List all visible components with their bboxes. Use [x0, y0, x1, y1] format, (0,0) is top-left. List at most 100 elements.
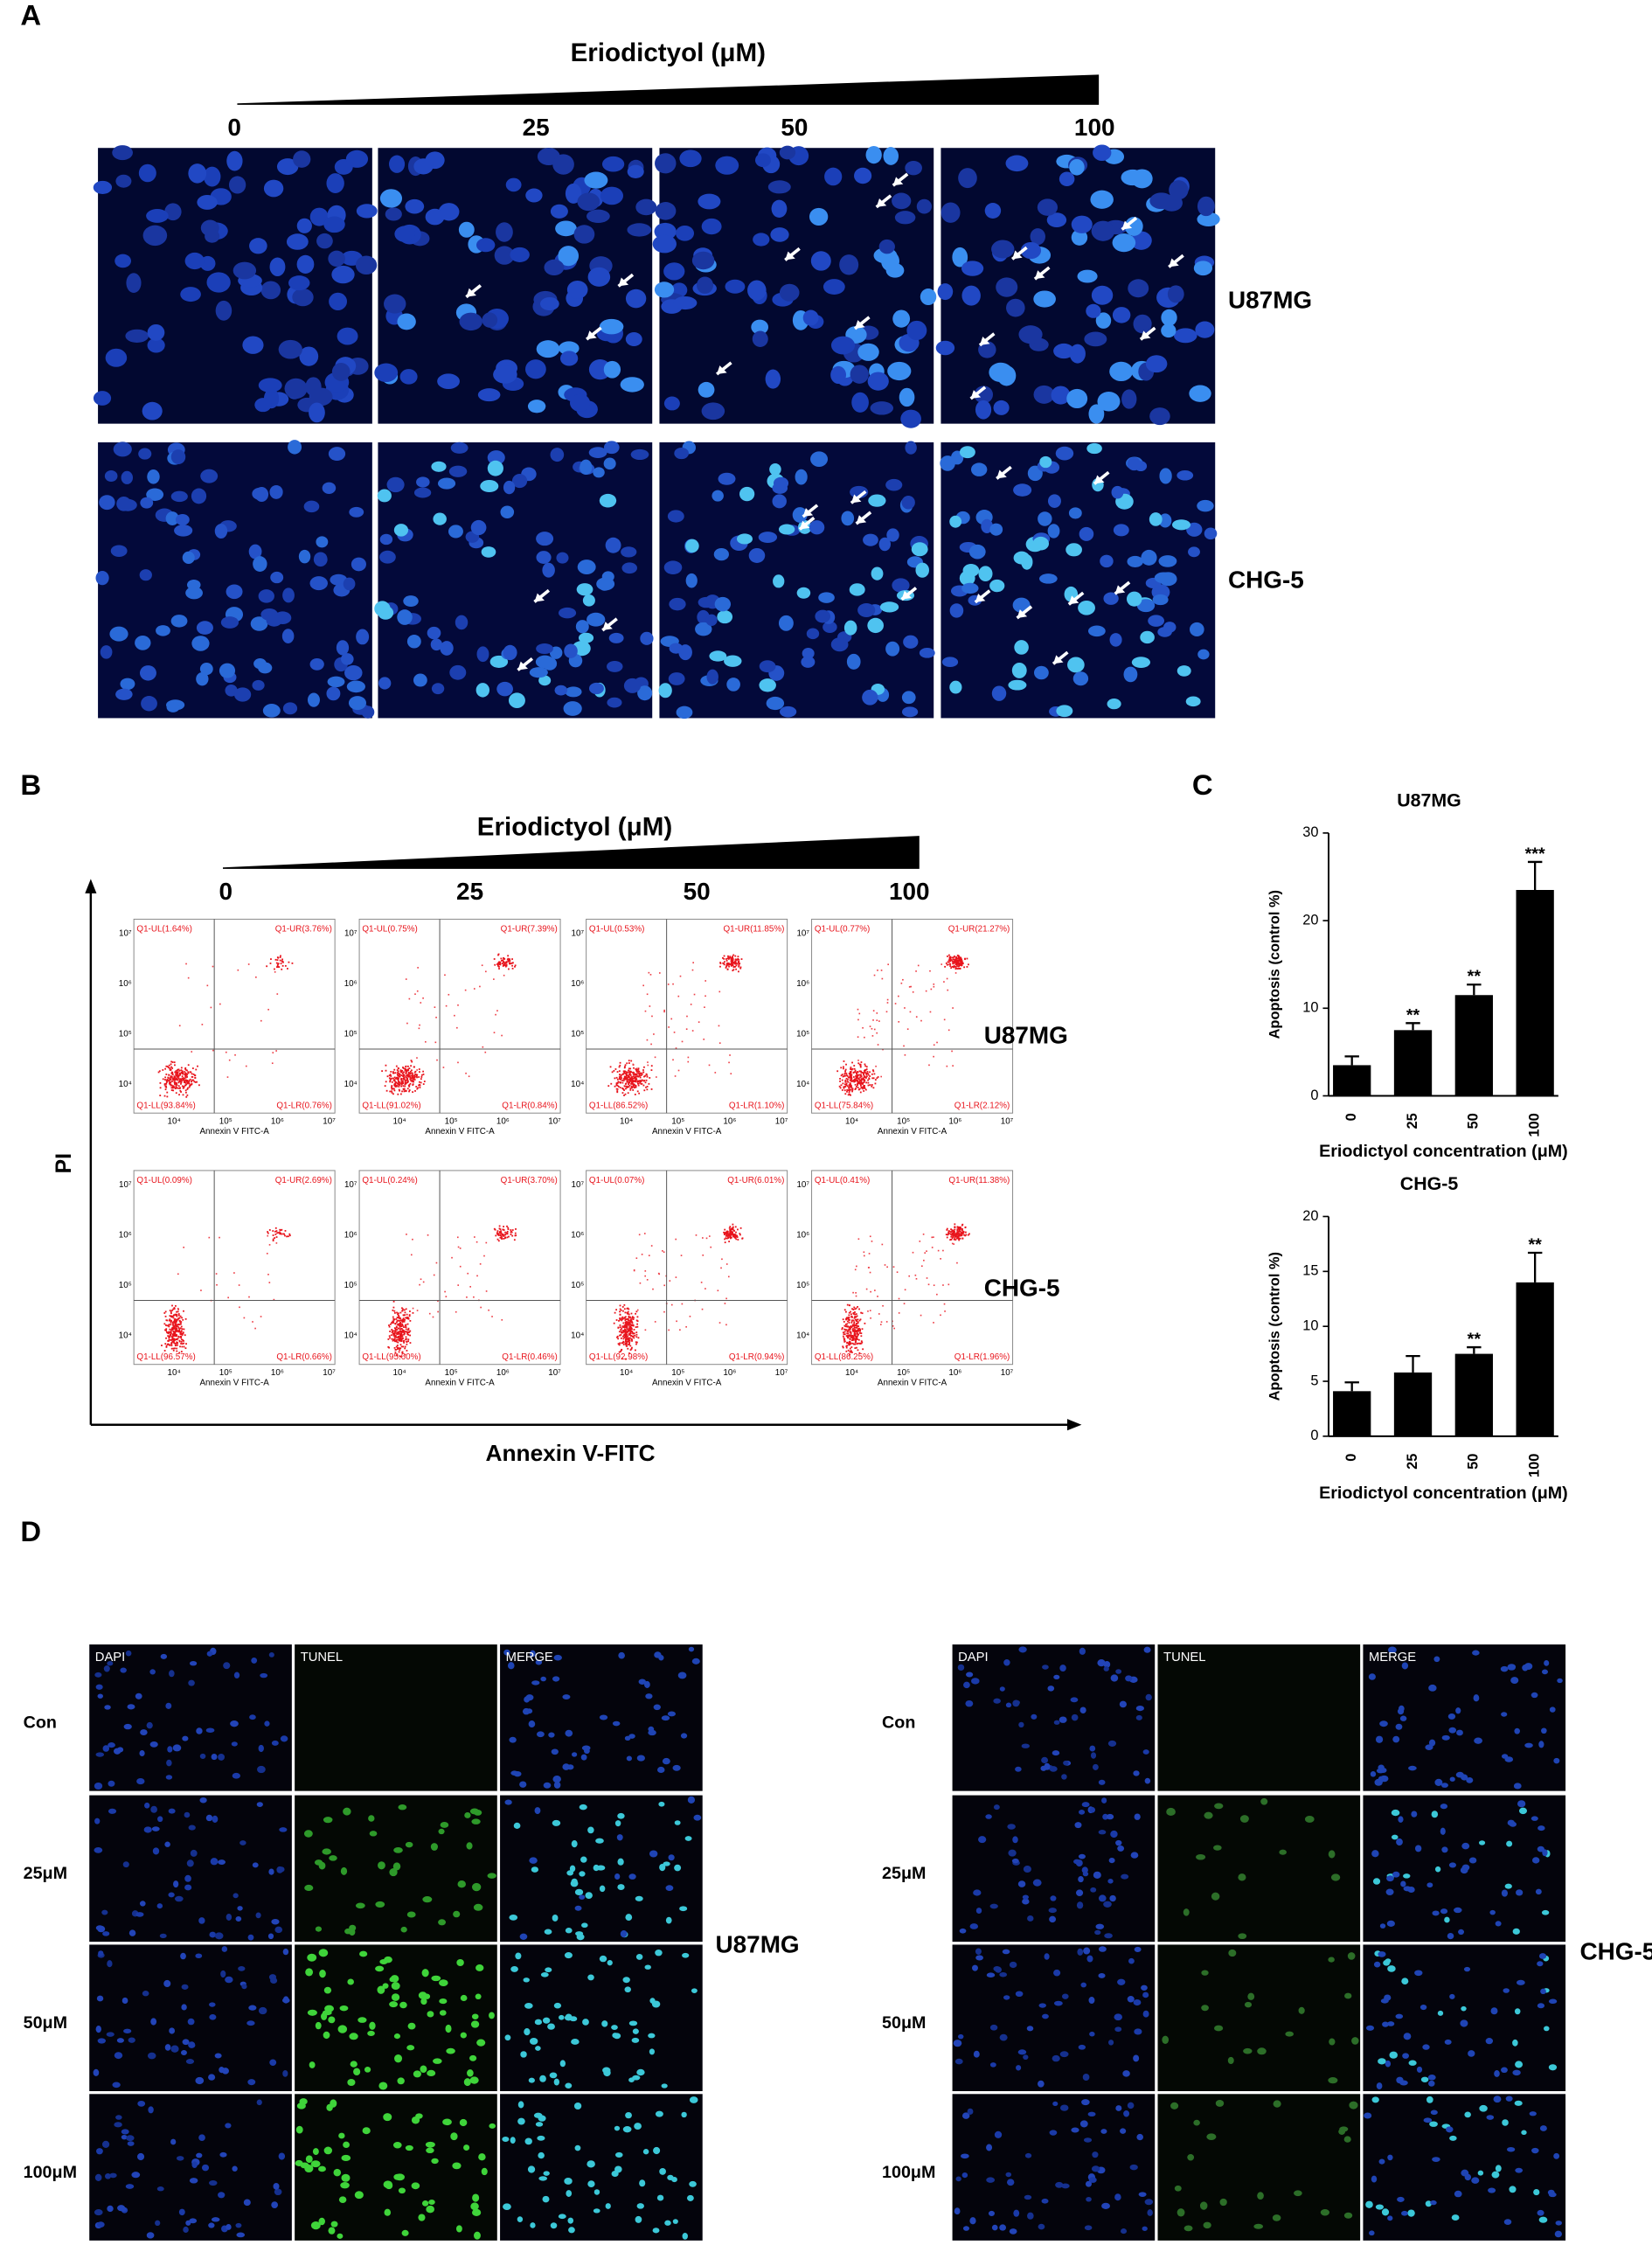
- cell-nucleus: [1101, 1797, 1107, 1804]
- cell-nucleus: [824, 167, 843, 186]
- cell-nucleus: [611, 2171, 619, 2178]
- flow-event: [732, 970, 734, 972]
- flow-event: [856, 1074, 858, 1077]
- cell-nucleus: [250, 616, 268, 631]
- cell-nucleus: [292, 288, 314, 307]
- flow-event: [496, 964, 499, 967]
- cell-nucleus: [611, 2025, 618, 2030]
- cell-nucleus: [303, 500, 320, 513]
- flow-event: [180, 1325, 183, 1328]
- flow-event: [616, 1071, 619, 1073]
- cell-nucleus: [121, 2129, 129, 2135]
- cell-nucleus: [1432, 1910, 1440, 1916]
- flow-event: [930, 988, 933, 990]
- flow-event: [412, 1238, 413, 1241]
- flow-event: [626, 1345, 628, 1347]
- cell-nucleus: [549, 2072, 558, 2079]
- cell-nucleus: [102, 1745, 110, 1752]
- flow-event: [848, 1328, 850, 1331]
- flow-event: [866, 1071, 869, 1073]
- flow-event: [952, 1234, 954, 1236]
- flow-event: [400, 1335, 403, 1338]
- flow-event: [165, 1337, 167, 1339]
- cell-nucleus: [978, 566, 993, 582]
- flow-event: [850, 1325, 852, 1327]
- cell-nucleus: [1507, 1664, 1517, 1671]
- row-label: 100μM: [24, 2163, 77, 2182]
- cell-nucleus: [625, 1914, 633, 1922]
- cell-nucleus: [1518, 1807, 1527, 1815]
- flow-event: [638, 1092, 641, 1095]
- flow-event: [843, 1073, 846, 1075]
- flow-event: [498, 963, 501, 965]
- flow-event: [165, 1074, 168, 1075]
- flow-event: [164, 1324, 167, 1326]
- cell-nucleus: [504, 1799, 512, 1805]
- flow-event: [737, 1239, 739, 1241]
- flow-event: [915, 1277, 918, 1280]
- cell-nucleus: [527, 2165, 536, 2173]
- cell-nucleus: [225, 1976, 233, 1984]
- flow-event: [870, 1290, 871, 1293]
- flow-event: [949, 956, 952, 959]
- flow-event: [184, 1334, 186, 1337]
- cell-nucleus: [126, 2135, 135, 2142]
- flow-event: [501, 963, 503, 964]
- flow-event: [726, 969, 729, 970]
- cell-nucleus: [1392, 1735, 1400, 1743]
- cell-nucleus: [941, 657, 959, 668]
- micrograph: [295, 1944, 497, 2091]
- cell-nucleus: [635, 198, 657, 216]
- flow-event: [896, 1271, 899, 1274]
- flow-event: [628, 1319, 631, 1322]
- cell-nucleus: [736, 533, 753, 545]
- flow-plot: [811, 918, 1014, 1114]
- cell-nucleus: [1379, 1767, 1387, 1774]
- plot-axis-label: Annexin V FITC-A: [199, 1379, 269, 1388]
- flow-event: [843, 1337, 845, 1339]
- flow-event: [404, 1347, 406, 1350]
- flow-event: [171, 1334, 174, 1336]
- cell-nucleus: [1204, 1811, 1213, 1819]
- flow-event: [457, 1284, 460, 1286]
- flow-event: [614, 1077, 616, 1080]
- flow-event: [856, 1320, 858, 1322]
- cell-nucleus: [164, 203, 182, 221]
- plot-tick-label: 10⁴: [796, 1331, 809, 1340]
- flow-event: [735, 1235, 738, 1238]
- flow-event: [854, 1069, 857, 1072]
- flow-event: [849, 1074, 851, 1075]
- cell-nucleus: [965, 1699, 974, 1707]
- cell-nucleus: [149, 1669, 156, 1675]
- cell-nucleus: [857, 602, 876, 617]
- cell-nucleus: [709, 650, 727, 662]
- flow-event: [617, 1338, 620, 1340]
- cell-nucleus: [961, 261, 984, 276]
- quadrant-label: Q1-LL(91.02%): [362, 1102, 420, 1111]
- flow-event: [850, 1067, 852, 1068]
- flow-event: [634, 1073, 636, 1075]
- flow-event: [892, 1325, 894, 1327]
- cell-nucleus: [550, 2222, 558, 2229]
- flow-event: [399, 1317, 402, 1319]
- flow-event: [628, 1078, 631, 1081]
- cell-nucleus: [637, 685, 653, 701]
- cell-nucleus: [481, 2167, 488, 2176]
- flow-event: [864, 1065, 867, 1067]
- flow-event: [849, 1347, 851, 1350]
- flow-event: [636, 1071, 639, 1073]
- flow-event: [404, 1309, 406, 1311]
- flow-event: [654, 1056, 656, 1059]
- flow-event: [949, 965, 952, 967]
- flow-event: [857, 1318, 859, 1321]
- cell-nucleus: [846, 653, 861, 670]
- flow-event: [397, 1327, 399, 1330]
- flow-event: [178, 1081, 181, 1082]
- cell-nucleus: [232, 1772, 240, 1779]
- flow-event: [504, 1237, 507, 1239]
- flow-event: [856, 1331, 858, 1334]
- flow-event: [406, 1074, 408, 1076]
- flow-event: [173, 1086, 176, 1088]
- cell-nucleus: [1008, 679, 1027, 691]
- flow-event: [183, 1342, 185, 1345]
